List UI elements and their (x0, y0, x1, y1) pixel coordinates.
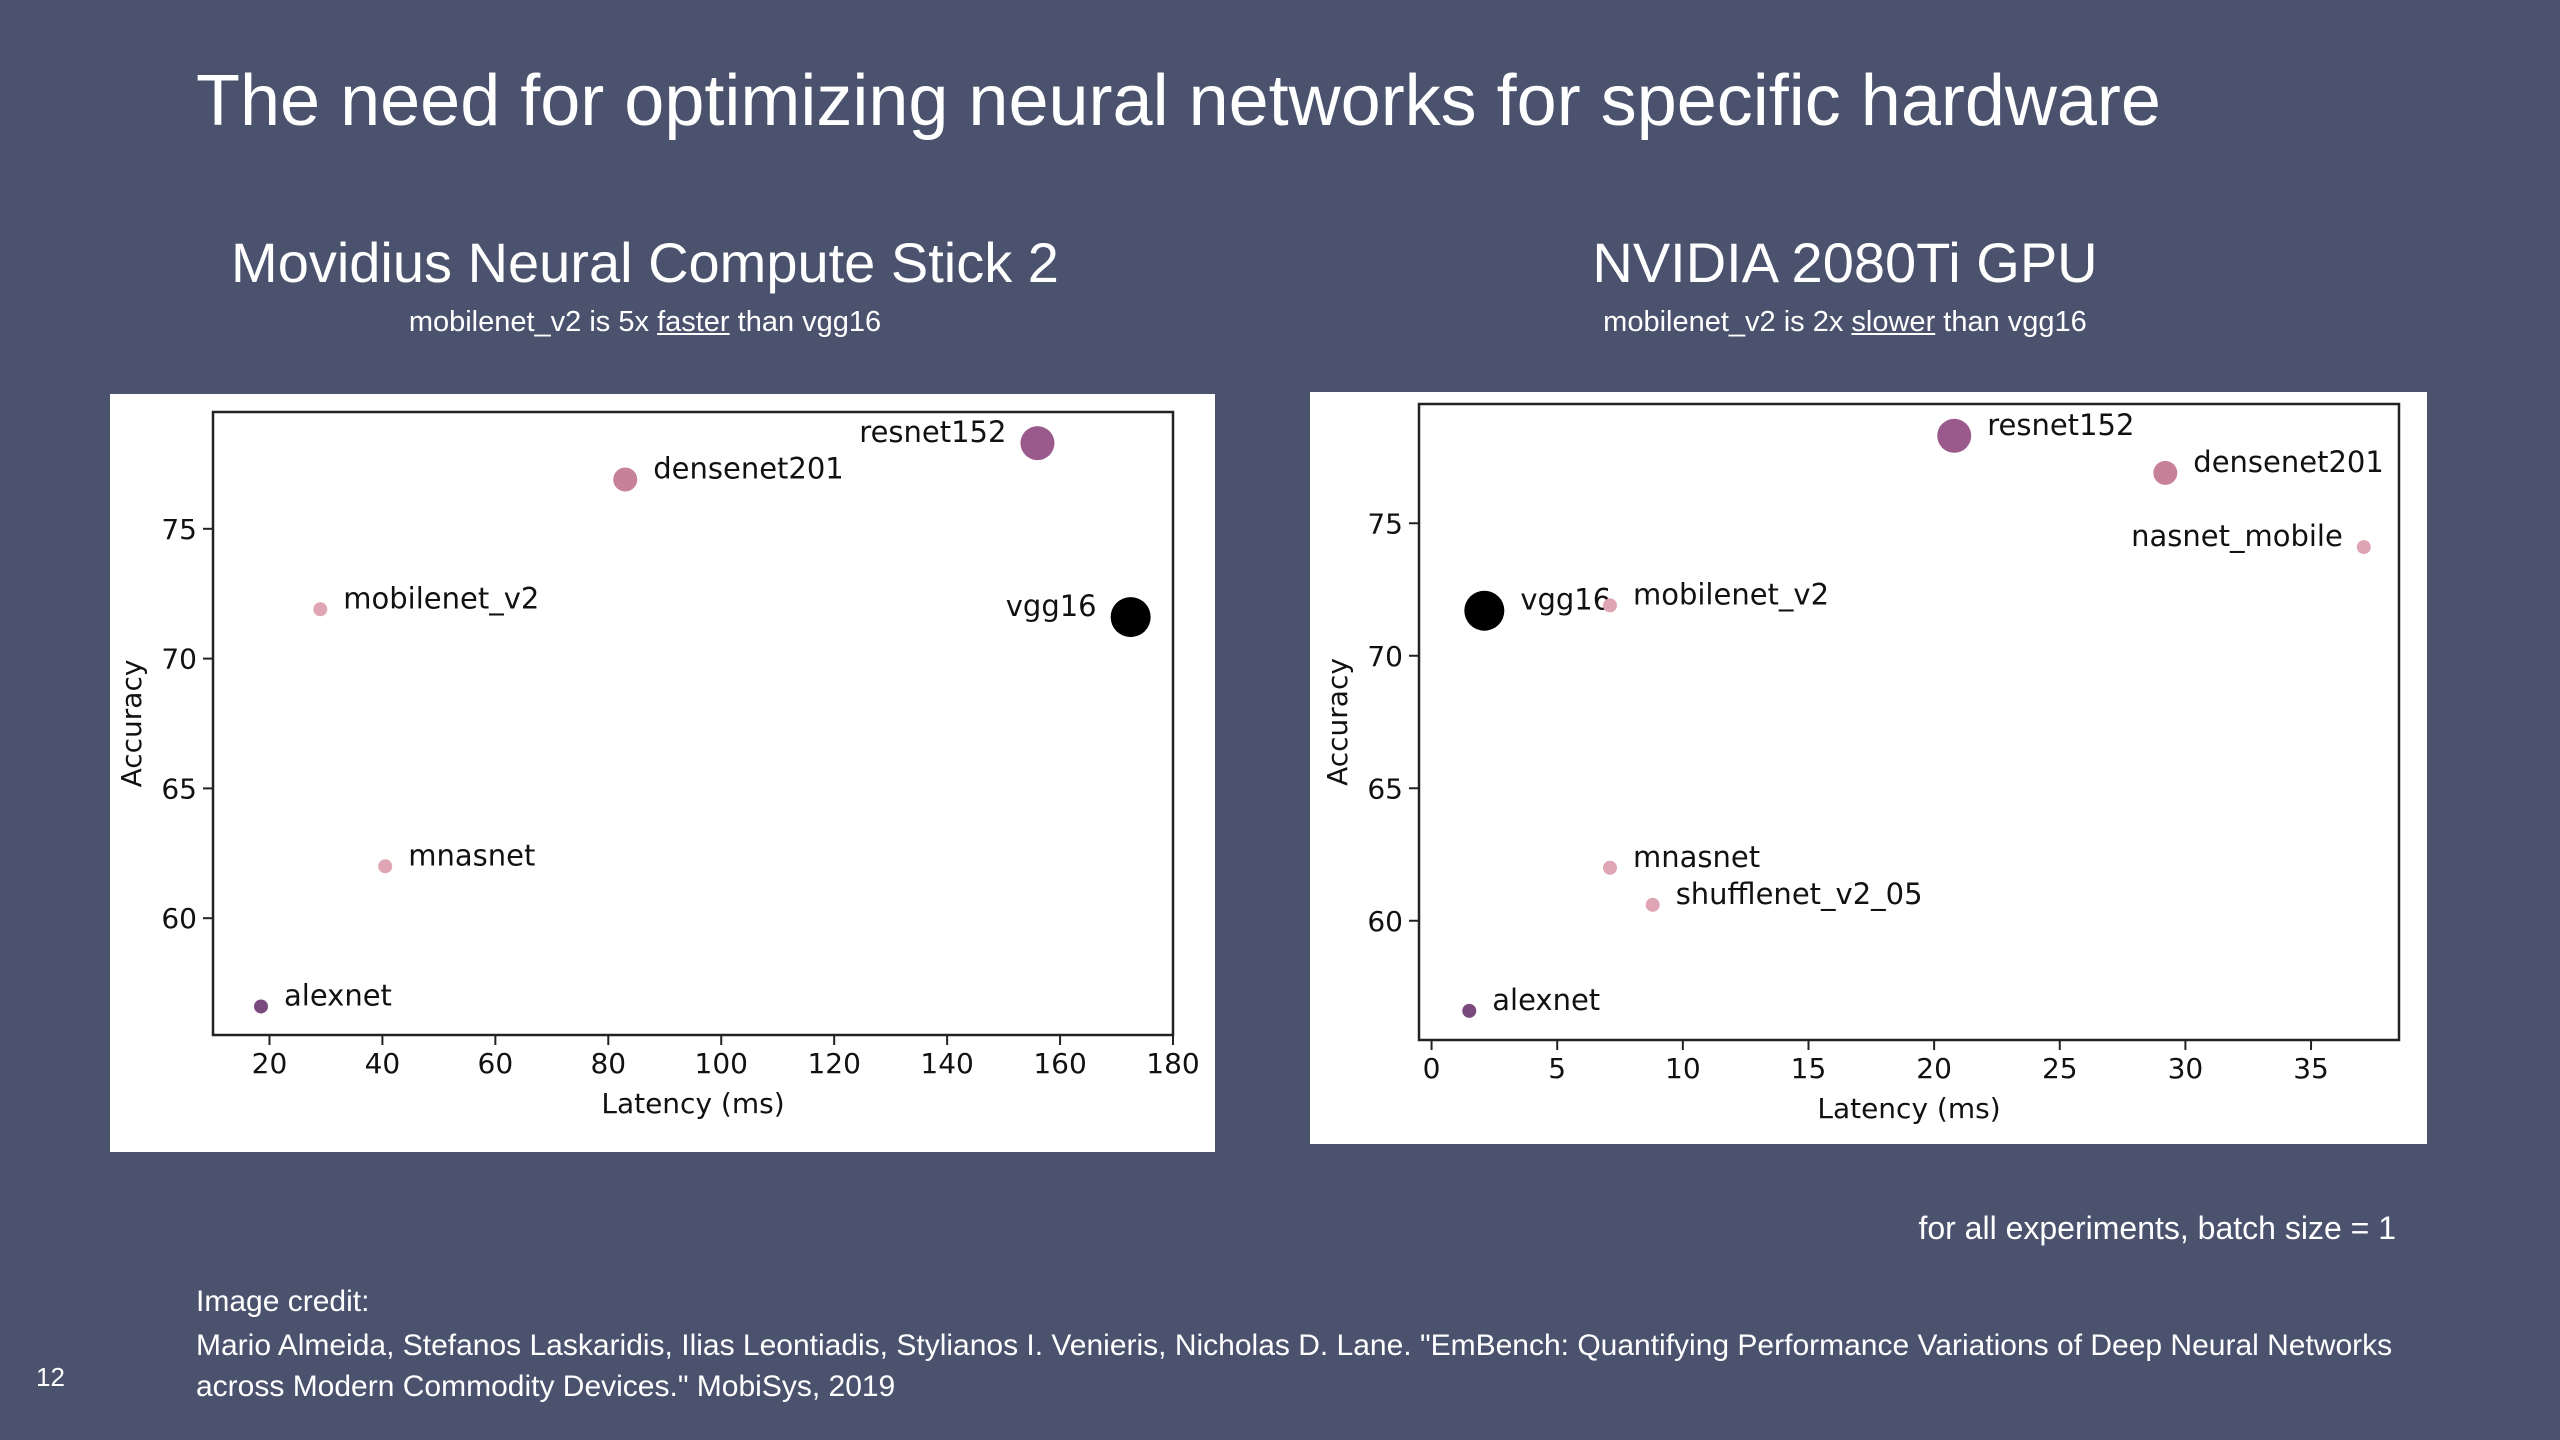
slide-title: The need for optimizing neural networks … (196, 61, 2161, 141)
y-tick-label: 70 (161, 643, 197, 676)
data-point-mnasnet (378, 859, 393, 874)
point-label-mnasnet: mnasnet (408, 838, 535, 872)
data-point-shufflenet-v2-05 (1645, 897, 1660, 912)
x-tick-label: 35 (2293, 1052, 2329, 1085)
y-tick-label: 75 (161, 513, 197, 546)
page-number: 12 (36, 1362, 65, 1392)
x-tick-label: 140 (920, 1047, 973, 1080)
point-label-densenet201: densenet201 (653, 451, 844, 485)
y-axis-label: Accuracy (1321, 658, 1354, 786)
image-credit-citation: Mario Almeida, Stefanos Laskaridis, Ilia… (196, 1329, 2393, 1403)
x-tick-label: 40 (365, 1047, 401, 1080)
subtitle-emphasis: faster (657, 306, 730, 338)
x-axis-label: Latency (ms) (1817, 1092, 2000, 1125)
data-point-densenet201 (2153, 460, 2178, 485)
x-tick-label: 15 (1791, 1052, 1827, 1085)
y-axis-label: Accuracy (115, 660, 148, 788)
x-tick-label: 20 (1916, 1052, 1952, 1085)
x-tick-label: 25 (2042, 1052, 2078, 1085)
point-label-densenet201: densenet201 (2193, 445, 2384, 479)
x-tick-label: 180 (1146, 1047, 1199, 1080)
panel-title-movidius: Movidius Neural Compute Stick 2 (231, 231, 1059, 294)
x-tick-label: 80 (590, 1047, 626, 1080)
x-tick-label: 60 (478, 1047, 514, 1080)
point-label-vgg16: vgg16 (1006, 589, 1097, 623)
y-tick-label: 70 (1367, 640, 1403, 673)
point-label-mnasnet: mnasnet (1633, 840, 1760, 874)
x-tick-label: 20 (252, 1047, 288, 1080)
scatter-plot-nvidia: 0 5 10 15 20 25 30 35 60 65 70 75 Latency (ms) Accura… (1321, 402, 2401, 1125)
x-tick-label: 100 (695, 1047, 748, 1080)
panel-subtitle-nvidia: mobilenet_v2 is 2x slower than vgg16 (1270, 306, 2420, 339)
subtitle-emphasis: slower (1851, 306, 1936, 338)
point-label-mobilenet-v2: mobilenet_v2 (343, 581, 539, 615)
image-credit-label: Image credit: (196, 1285, 370, 1318)
chart-nvidia: 0 5 10 15 20 25 30 35 60 65 70 75 Latency (ms) Accura… (1310, 392, 2427, 1144)
point-label-vgg16: vgg16 (1520, 583, 1611, 617)
point-label-resnet152: resnet152 (1987, 408, 2134, 442)
panel-subtitle-movidius: mobilenet_v2 is 5x faster than vgg16 (70, 306, 1220, 339)
y-tick-label: 65 (1367, 772, 1403, 805)
data-point-vgg16 (1110, 597, 1151, 638)
subtitle-text: than vgg16 (1935, 306, 2087, 338)
x-tick-label: 0 (1423, 1052, 1441, 1085)
scatter-plot-movidius: 20 40 60 80 100 120 140 160 180 60 65 70 75 Latency (… (115, 410, 1200, 1120)
y-tick-label: 60 (1367, 905, 1403, 938)
data-point-nasnet-mobile (2356, 540, 2371, 555)
subtitle-text: mobilenet_v2 is 5x (408, 306, 658, 338)
subtitle-text: than vgg16 (729, 306, 882, 338)
data-point-resnet152 (1937, 418, 1972, 453)
data-point-vgg16 (1464, 590, 1505, 631)
subtitle-text: mobilenet_v2 is 2x (1603, 306, 1852, 338)
y-tick-label: 65 (161, 772, 197, 805)
x-tick-label: 160 (1033, 1047, 1086, 1080)
point-label-resnet152: resnet152 (859, 415, 1006, 449)
point-label-mobilenet-v2: mobilenet_v2 (1633, 577, 1829, 611)
plot-frame (211, 410, 1175, 1037)
y-tick-label: 75 (1367, 507, 1403, 540)
point-label-shufflenet-v2-05: shufflenet_v2_05 (1676, 877, 1923, 911)
x-tick-label: 10 (1665, 1052, 1701, 1085)
data-point-resnet152 (1020, 426, 1055, 461)
x-tick-label: 30 (2168, 1052, 2204, 1085)
data-point-mobilenet-v2 (313, 602, 328, 617)
batch-size-note: for all experiments, batch size = 1 (1918, 1210, 2396, 1246)
plot-frame (1417, 402, 2401, 1042)
data-point-densenet201 (613, 467, 638, 492)
chart-movidius: 20 40 60 80 100 120 140 160 180 60 65 70 75 Latency (… (110, 394, 1215, 1152)
point-label-alexnet: alexnet (284, 978, 392, 1012)
data-point-mobilenet-v2 (1602, 598, 1617, 613)
point-label-alexnet: alexnet (1492, 983, 1600, 1017)
data-point-mnasnet (1602, 860, 1617, 875)
point-label-nasnet-mobile: nasnet_mobile (2131, 519, 2343, 553)
panel-title-nvidia: NVIDIA 2080Ti GPU (1592, 231, 2098, 294)
y-tick-label: 60 (161, 902, 197, 935)
x-tick-label: 5 (1548, 1052, 1566, 1085)
data-point-alexnet (1462, 1003, 1477, 1018)
data-point-alexnet (254, 999, 268, 1014)
x-tick-label: 120 (807, 1047, 860, 1080)
x-axis-label: Latency (ms) (601, 1087, 784, 1120)
